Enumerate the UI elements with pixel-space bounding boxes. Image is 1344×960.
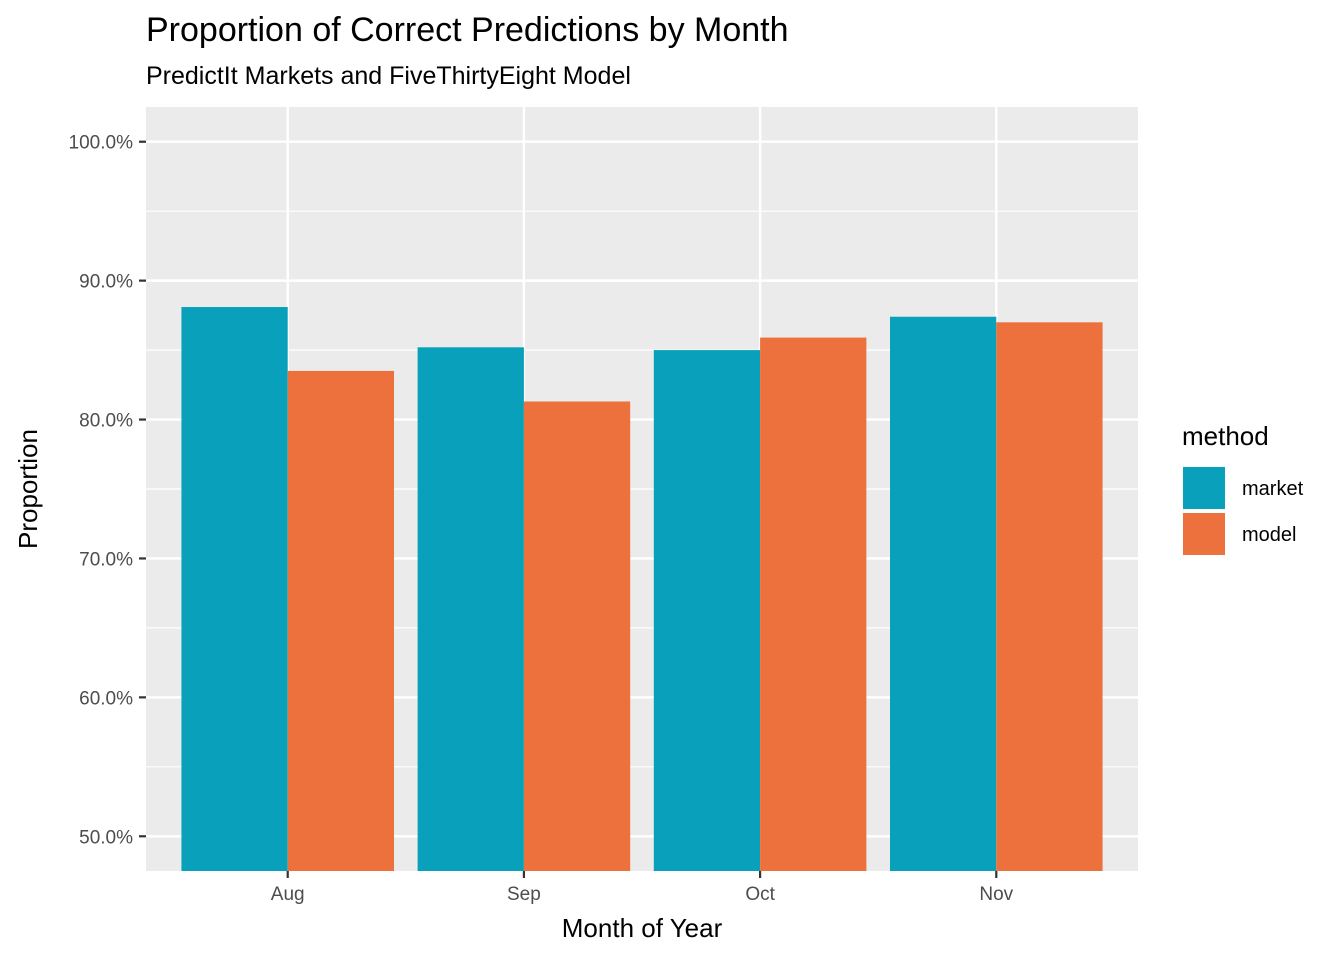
y-tick-label: 100.0%	[69, 133, 134, 154]
y-tick-label: 60.0%	[79, 688, 133, 709]
x-tick-label: Aug	[271, 884, 305, 905]
legend-title: method	[1182, 421, 1269, 451]
legend-label-model: model	[1242, 524, 1296, 546]
chart-title: Proportion of Correct Predictions by Mon…	[146, 11, 789, 49]
x-tick-label: Sep	[507, 884, 541, 905]
legend-label-market: market	[1242, 478, 1304, 500]
x-tick-label: Oct	[745, 884, 775, 905]
bar-model-aug	[287, 370, 394, 871]
x-axis-title: Month of Year	[562, 913, 723, 943]
y-axis: 50.0% 60.0% 70.0% 80.0% 90.0% 100.0%	[69, 133, 146, 848]
bar-model-sep	[523, 401, 631, 871]
bar-model-nov	[996, 322, 1103, 871]
legend: method market model	[1182, 421, 1304, 555]
y-tick-label: 70.0%	[79, 549, 133, 570]
y-tick-label: 50.0%	[79, 827, 133, 848]
bar-model-oct	[760, 337, 867, 871]
x-tick-label: Nov	[979, 884, 1013, 905]
legend-key-market	[1183, 467, 1225, 509]
bar-market-oct	[653, 350, 761, 871]
y-tick-label: 80.0%	[79, 411, 133, 432]
y-axis-title: Proportion	[13, 429, 43, 549]
legend-key-model	[1183, 513, 1225, 555]
y-tick-label: 90.0%	[79, 272, 133, 293]
bar-market-aug	[181, 307, 288, 872]
x-axis: Aug Sep Oct Nov	[271, 871, 1014, 905]
bar-market-sep	[417, 347, 524, 871]
bars	[181, 307, 1103, 872]
chart-subtitle: PredictIt Markets and FiveThirtyEight Mo…	[146, 62, 631, 90]
bar-market-nov	[890, 316, 997, 872]
